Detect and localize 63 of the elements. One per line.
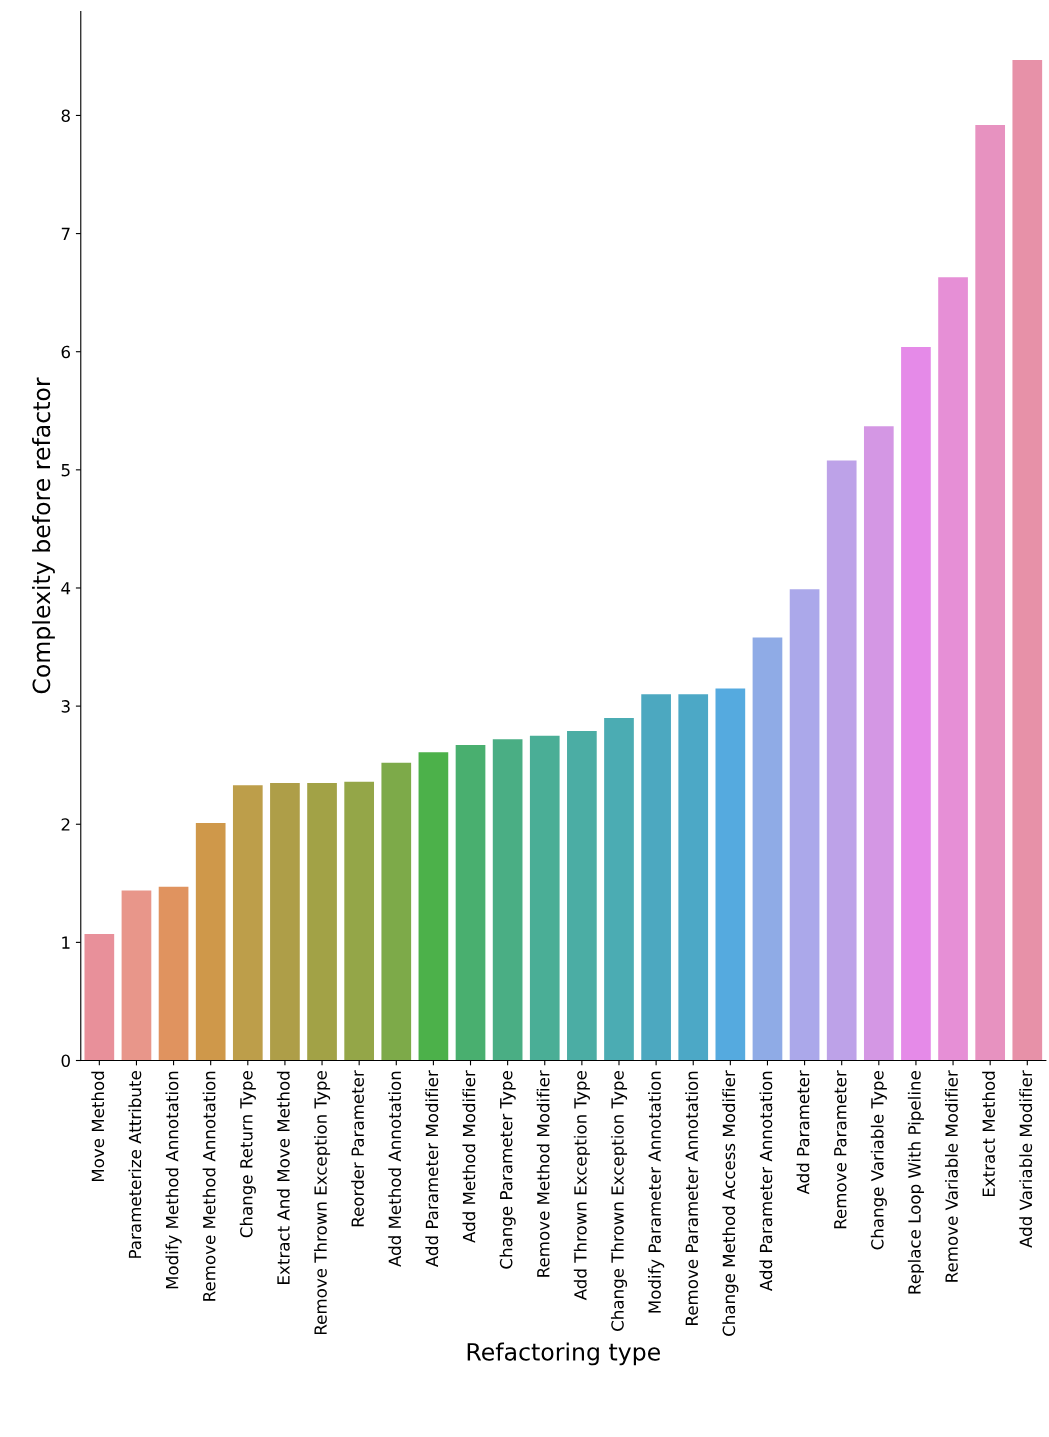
x-tick-label: Change Method Access Modifier bbox=[722, 1070, 739, 1336]
bar bbox=[752, 637, 783, 1061]
x-tick-label: Add Parameter bbox=[796, 1070, 810, 1195]
bar bbox=[492, 739, 523, 1061]
bar bbox=[232, 785, 263, 1061]
x-tick-label: Change Variable Type bbox=[870, 1071, 887, 1250]
x-tick-label: Add Parameter Annotation bbox=[759, 1071, 773, 1292]
y-tick-label: 7 bbox=[61, 227, 70, 240]
bar bbox=[975, 124, 1006, 1061]
bar bbox=[567, 730, 597, 1061]
bar bbox=[901, 346, 931, 1061]
x-tick-label: Remove Method Modifier bbox=[536, 1070, 550, 1277]
y-axis-title: Complexity before refactor bbox=[32, 377, 55, 694]
x-tick-label: Remove Variable Modifier bbox=[944, 1070, 958, 1282]
x-tick-label: Add Thrown Exception Type bbox=[573, 1071, 590, 1301]
x-tick-label: Add Method Modifier bbox=[462, 1070, 476, 1243]
y-tick-label: 4 bbox=[61, 582, 71, 595]
x-tick-label: Remove Parameter bbox=[834, 1070, 847, 1229]
bar bbox=[344, 781, 375, 1061]
bar bbox=[641, 694, 671, 1061]
x-tick-label: Change Thrown Exception Type bbox=[610, 1071, 628, 1331]
y-tick-label: 8 bbox=[61, 109, 70, 123]
bar bbox=[604, 717, 634, 1061]
x-tick-label: Replace Loop With Pipeline bbox=[907, 1071, 924, 1294]
bar bbox=[826, 460, 857, 1061]
x-tick-label: Change Parameter Type bbox=[499, 1071, 516, 1269]
x-tick-label: Modify Method Annotation bbox=[165, 1071, 182, 1289]
y-tick-label: 5 bbox=[61, 464, 70, 477]
bar bbox=[678, 694, 709, 1061]
bar bbox=[270, 782, 300, 1061]
x-tick-label: Modify Parameter Annotation bbox=[648, 1071, 665, 1313]
x-tick-label: Remove Parameter Annotation bbox=[685, 1071, 699, 1325]
x-tick-label: Reorder Parameter bbox=[351, 1070, 364, 1227]
x-tick-label: Extract And Move Method bbox=[276, 1071, 290, 1284]
bar bbox=[1012, 59, 1043, 1061]
bar bbox=[789, 589, 820, 1061]
bar bbox=[863, 426, 894, 1061]
x-tick-label: Remove Thrown Exception Type bbox=[313, 1071, 331, 1335]
y-tick-label: 6 bbox=[61, 345, 70, 359]
bar bbox=[455, 745, 486, 1061]
y-tick-label: 0 bbox=[61, 1054, 70, 1068]
y-tick-label: 3 bbox=[61, 700, 70, 713]
bar bbox=[307, 782, 337, 1061]
bar bbox=[529, 735, 560, 1061]
y-tick-label: 2 bbox=[61, 818, 70, 831]
bar bbox=[715, 688, 746, 1061]
x-tick-label: Move Method bbox=[91, 1071, 105, 1182]
bar bbox=[158, 886, 189, 1061]
bar bbox=[121, 890, 152, 1061]
bar bbox=[381, 762, 412, 1061]
x-tick-label: Add Variable Modifier bbox=[1019, 1070, 1033, 1248]
bar bbox=[418, 752, 449, 1061]
x-tick-label: Extract Method bbox=[982, 1071, 996, 1197]
x-tick-label: Remove Method Annotation bbox=[202, 1071, 216, 1301]
x-tick-label: Change Return Type bbox=[239, 1071, 256, 1238]
x-axis-title: Refactoring type bbox=[467, 1342, 660, 1366]
x-tick-label: Add Method Annotation bbox=[388, 1071, 402, 1267]
bar bbox=[84, 934, 115, 1061]
bar bbox=[195, 823, 226, 1061]
bar bbox=[938, 277, 968, 1061]
x-tick-label: Parameterize Attribute bbox=[128, 1071, 142, 1258]
x-tick-label: Add Parameter Modifier bbox=[425, 1070, 439, 1268]
y-tick-label: 1 bbox=[62, 936, 70, 949]
